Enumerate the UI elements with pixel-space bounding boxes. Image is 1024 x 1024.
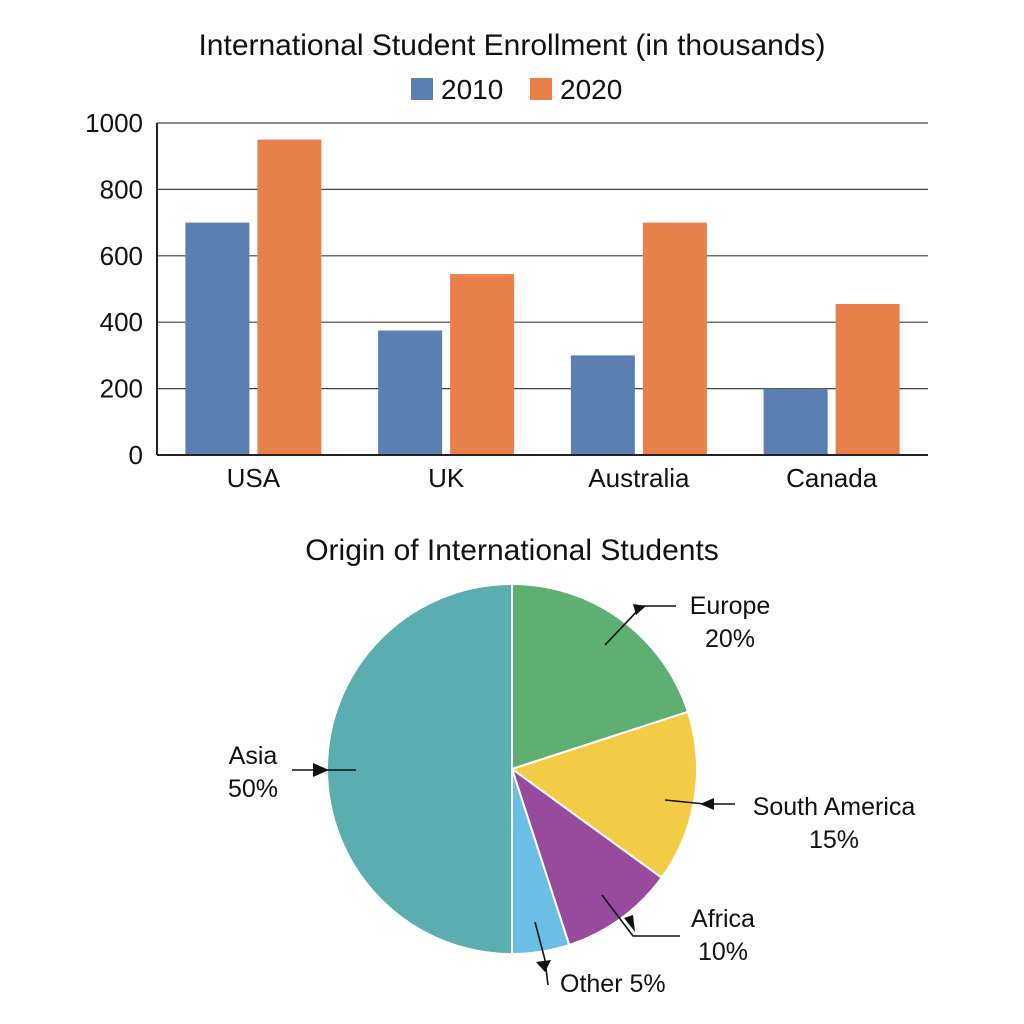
africa-leader (601, 894, 680, 937)
bar-uk-2020 (450, 274, 515, 455)
x-tick-label: Canada (786, 463, 878, 493)
asia-arrowhead (313, 763, 329, 777)
legend-label-2010: 2010 (441, 74, 503, 105)
bar-canada-2020 (835, 303, 900, 455)
legend-swatch-2020 (530, 78, 552, 100)
pie-chart-title: Origin of International Students (305, 534, 719, 567)
y-tick-label: 1000 (85, 108, 143, 138)
bar-chart-title: International Student Enrollment (in tho… (198, 29, 825, 62)
pie-slices (326, 582, 698, 956)
europe-value: 20% (705, 625, 755, 653)
bar-canada-2010 (763, 388, 828, 455)
pie-label-asia: Asia 50% (228, 742, 356, 803)
pie-label-africa: Africa 10% (601, 894, 755, 966)
asia-name: Asia (229, 742, 278, 770)
x-tick-label: UK (428, 463, 465, 493)
other-leader (534, 921, 549, 986)
bar-chart: International Student Enrollment (in tho… (85, 29, 928, 493)
y-tick-label: 0 (129, 440, 143, 470)
africa-arrowhead (624, 915, 635, 932)
other-arrowhead (536, 960, 551, 972)
bar-australia-2020 (642, 222, 707, 455)
y-tick-label: 200 (100, 374, 143, 404)
y-tick-label: 400 (100, 307, 143, 337)
other-label: Other 5% (560, 970, 666, 998)
y-tick-label: 600 (100, 241, 143, 271)
legend-label-2020: 2020 (560, 74, 622, 105)
x-axis-ticks: USA UK Australia Canada (227, 463, 878, 493)
bar-usa-2020 (257, 139, 322, 455)
pie-slice-asia (326, 582, 513, 956)
bar-usa-2010 (185, 222, 250, 455)
pie-label-europe: Europe 20% (604, 592, 771, 653)
bars (185, 139, 900, 455)
y-tick-label: 800 (100, 174, 143, 204)
bar-australia-2010 (570, 355, 635, 455)
legend-swatch-2010 (411, 78, 433, 100)
bar-uk-2010 (378, 330, 443, 455)
pie-label-south-america: South America 15% (664, 793, 916, 854)
x-tick-label: USA (227, 463, 281, 493)
europe-arrowhead (633, 604, 646, 615)
legend: 2010 2020 (411, 74, 622, 105)
pie-slice-south-america (509, 710, 698, 880)
pie-chart: Origin of International Students Europe … (228, 534, 915, 998)
south-america-arrowhead (700, 798, 714, 810)
x-tick-label: Australia (588, 463, 690, 493)
asia-value: 50% (228, 775, 278, 803)
africa-name: Africa (691, 905, 755, 933)
pie-slice-europe (511, 582, 690, 771)
y-axis-ticks: 0 200 400 600 800 1000 (85, 108, 143, 470)
pie-label-other: Other 5% (534, 921, 666, 998)
africa-value: 10% (698, 938, 748, 966)
europe-name: Europe (690, 592, 771, 620)
south-america-name: South America (753, 793, 916, 821)
south-america-value: 15% (809, 826, 859, 854)
